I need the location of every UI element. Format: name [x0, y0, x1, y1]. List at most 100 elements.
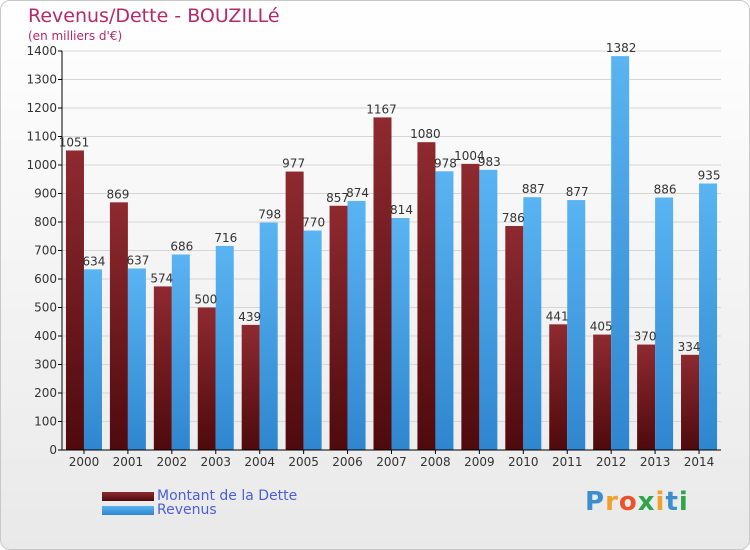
x-tick-label: 2009: [464, 455, 495, 469]
bar-revenus: [479, 169, 498, 450]
data-label-revenus: 814: [390, 203, 413, 217]
data-label-dette: 977: [282, 157, 305, 171]
legend-swatch-revenus: [102, 505, 154, 515]
data-label-revenus: 935: [698, 169, 721, 183]
data-label-dette: 574: [150, 271, 173, 285]
proxiti-logo: Proxiti: [585, 487, 689, 517]
bar-dette: [637, 344, 656, 450]
legend-item-dette: Montant de la Dette: [102, 488, 298, 504]
bar-dette: [681, 354, 700, 450]
x-tick-label: 2003: [200, 455, 231, 469]
bar-dette: [593, 334, 612, 450]
data-label-revenus: 686: [170, 239, 193, 253]
y-tick-label: 800: [34, 215, 57, 229]
data-label-dette: 857: [326, 191, 349, 205]
bar-revenus: [699, 183, 718, 450]
bar-revenus: [215, 245, 234, 450]
legend-swatch-dette: [102, 491, 154, 501]
x-tick-label: 2014: [684, 455, 715, 469]
x-tick-label: 2001: [113, 455, 144, 469]
bar-revenus: [171, 254, 190, 450]
chart-title: Revenus/Dette - BOUZILLé: [28, 5, 280, 27]
y-tick-label: 700: [34, 244, 57, 258]
bar-revenus: [259, 222, 278, 450]
bar-dette: [373, 117, 392, 450]
bar-dette: [549, 324, 568, 450]
x-tick-label: 2006: [332, 455, 363, 469]
y-tick-label: 1200: [26, 101, 57, 115]
chart-subtitle: (en milliers d'€): [28, 29, 123, 43]
y-tick-label: 0: [49, 443, 57, 457]
data-label-dette: 869: [106, 187, 129, 201]
x-tick-label: 2012: [596, 455, 627, 469]
data-label-revenus: 978: [434, 156, 457, 170]
data-label-dette: 441: [546, 309, 569, 323]
data-label-revenus: 877: [566, 185, 589, 199]
data-label-dette: 1051: [59, 135, 90, 149]
bar-dette: [153, 286, 172, 450]
data-label-dette: 334: [678, 340, 701, 354]
data-label-revenus: 874: [346, 186, 369, 200]
x-tick-label: 2010: [508, 455, 539, 469]
data-label-revenus: 716: [214, 231, 237, 245]
data-label-dette: 1167: [366, 102, 397, 116]
bar-revenus: [303, 230, 322, 450]
y-tick-label: 200: [34, 386, 57, 400]
y-tick-label: 100: [34, 415, 57, 429]
bar-dette: [461, 163, 480, 451]
y-tick-label: 300: [34, 358, 57, 372]
x-tick-label: 2008: [420, 455, 451, 469]
data-label-revenus: 770: [302, 216, 325, 230]
bar-revenus: [567, 200, 586, 450]
legend-label-dette: Montant de la Dette: [157, 488, 298, 504]
x-tick-label: 2000: [69, 455, 100, 469]
bar-dette: [285, 171, 304, 450]
data-label-revenus: 637: [126, 253, 149, 267]
data-label-revenus: 1382: [606, 41, 637, 55]
bar-dette: [505, 225, 524, 450]
data-label-dette: 1004: [454, 149, 485, 163]
data-label-dette: 370: [634, 330, 657, 344]
data-label-revenus: 887: [522, 182, 545, 196]
bar-dette: [329, 205, 348, 450]
data-label-revenus: 634: [83, 254, 106, 268]
y-tick-label: 1000: [26, 158, 57, 172]
bar-dette: [65, 150, 84, 450]
bar-revenus: [127, 268, 146, 450]
data-label-dette: 405: [590, 320, 613, 334]
bar-dette: [417, 142, 436, 450]
y-tick-label: 900: [34, 187, 57, 201]
bar-revenus: [391, 218, 410, 450]
y-tick-label: 500: [34, 301, 57, 315]
y-tick-label: 600: [34, 272, 57, 286]
data-label-revenus: 983: [478, 155, 501, 169]
x-tick-label: 2005: [288, 455, 319, 469]
bar-revenus: [655, 197, 674, 450]
data-label-dette: 786: [502, 211, 525, 225]
y-tick-label: 400: [34, 329, 57, 343]
x-tick-label: 2002: [157, 455, 188, 469]
bar-dette: [197, 307, 216, 450]
y-tick-label: 1400: [26, 44, 57, 58]
y-tick-label: 1300: [26, 73, 57, 87]
legend-label-revenus: Revenus: [157, 502, 217, 518]
x-tick-label: 2013: [640, 455, 671, 469]
data-label-revenus: 886: [654, 182, 677, 196]
x-tick-label: 2007: [376, 455, 407, 469]
legend-item-revenus: Revenus: [102, 502, 217, 518]
data-label-dette: 439: [238, 310, 261, 324]
bar-revenus: [435, 171, 454, 450]
data-label-dette: 1080: [410, 127, 441, 141]
x-tick-label: 2011: [552, 455, 583, 469]
data-label-dette: 500: [194, 293, 217, 307]
y-tick-label: 1100: [26, 130, 57, 144]
bar-revenus: [611, 56, 630, 450]
bar-revenus: [83, 269, 102, 450]
bar-dette: [241, 324, 260, 450]
bar-revenus: [523, 197, 542, 450]
x-tick-label: 2004: [244, 455, 275, 469]
data-label-revenus: 798: [258, 208, 281, 222]
bar-revenus: [347, 200, 366, 450]
